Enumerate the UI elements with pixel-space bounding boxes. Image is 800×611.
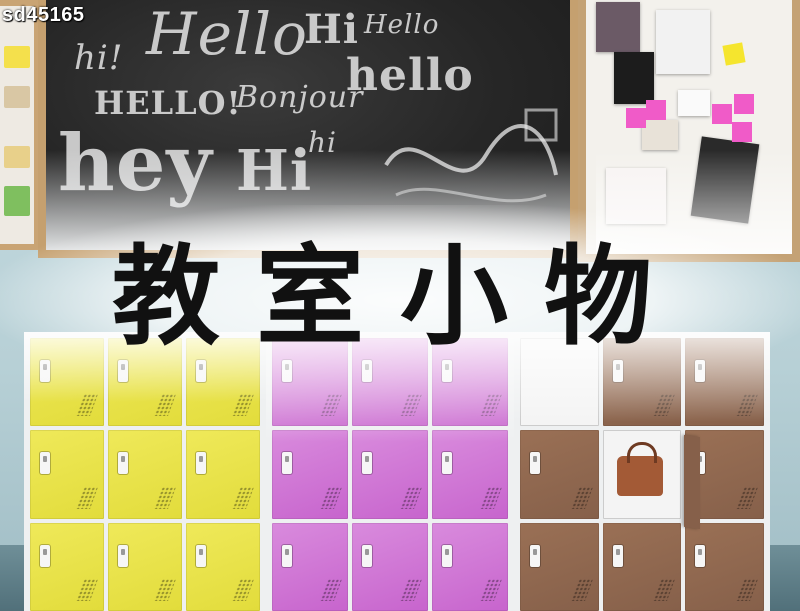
cabinet-fade — [24, 332, 266, 402]
sticky-note-pink — [626, 108, 646, 128]
kids-drawing — [678, 90, 710, 116]
locker-handle-icon — [695, 452, 706, 475]
handbag-icon — [616, 442, 663, 497]
chalk-word: hi! — [74, 38, 124, 78]
chalk-word: Hi — [304, 6, 359, 53]
locker-handle-icon — [40, 452, 50, 475]
cabinet-fade — [514, 332, 770, 422]
cabinet-fade — [266, 332, 514, 442]
chalk-word: Bonjour — [236, 80, 364, 115]
brown-locker-cabinet — [514, 332, 770, 611]
locker-handle-icon — [40, 544, 50, 567]
locker-handle-icon — [362, 544, 372, 567]
vent-holes-icon — [570, 579, 593, 601]
locker-door — [108, 430, 182, 519]
sticky-note-yellow — [722, 42, 746, 66]
sticky-note-pink — [732, 122, 752, 142]
locker-handle-icon — [196, 544, 206, 567]
locker-handle-icon — [442, 452, 452, 475]
locker-door — [432, 430, 508, 519]
vent-holes-icon — [153, 486, 177, 509]
locker-door — [30, 430, 104, 519]
yellow-locker-cabinet — [24, 332, 266, 611]
locker-door — [30, 522, 104, 611]
chalk-word: HELLO! — [94, 84, 242, 122]
vent-holes-icon — [75, 579, 99, 601]
locker-handle-icon — [442, 544, 452, 567]
locker-handle-icon — [118, 452, 128, 475]
vent-holes-icon — [231, 486, 255, 509]
vent-holes-icon — [75, 486, 99, 509]
chalk-word: Hello — [146, 0, 308, 68]
vent-holes-icon — [570, 486, 593, 509]
locker-door-open — [602, 430, 682, 519]
vent-holes-icon — [399, 486, 423, 509]
locker-handle-icon — [118, 544, 128, 567]
note-card — [4, 86, 30, 108]
chalk-word: Hello — [364, 10, 440, 40]
locker-door — [352, 430, 428, 519]
vent-holes-icon — [231, 579, 255, 601]
photo-cat-sketch — [656, 10, 710, 74]
think-poster — [614, 52, 654, 104]
locker-door — [108, 522, 182, 611]
photo-girl — [596, 2, 640, 52]
sticky-note — [4, 46, 30, 68]
sticky-note-pink — [734, 94, 754, 114]
locker-door — [186, 430, 260, 519]
locker-door — [272, 430, 348, 519]
locker-handle-icon — [282, 452, 292, 475]
small-photo — [642, 120, 678, 150]
vent-holes-icon — [653, 579, 676, 601]
locker-door — [520, 522, 599, 611]
locker-door — [520, 430, 599, 519]
locker-handle-icon — [695, 544, 706, 567]
page-title: 教室小物 — [111, 234, 688, 360]
watermark: sd45165 — [2, 4, 85, 26]
vent-holes-icon — [479, 486, 503, 509]
vent-holes-icon — [399, 579, 423, 601]
vent-holes-icon — [319, 486, 343, 509]
locker-handle-icon — [282, 544, 292, 567]
open-locker-door-panel — [684, 434, 700, 530]
locker-door — [685, 522, 764, 611]
vent-holes-icon — [735, 579, 758, 601]
vent-holes-icon — [735, 486, 758, 509]
sticky-note-pink — [712, 104, 732, 124]
locker-door — [352, 522, 428, 611]
locker-door — [602, 522, 682, 611]
locker-door — [432, 522, 508, 611]
locker-handle-icon — [362, 452, 372, 475]
sticky-note-pink — [646, 100, 666, 120]
vent-holes-icon — [319, 579, 343, 601]
vent-holes-icon — [153, 579, 177, 601]
locker-handle-icon — [612, 544, 623, 567]
vent-holes-icon — [479, 579, 503, 601]
purple-locker-cabinet — [266, 332, 514, 611]
locker-door — [272, 522, 348, 611]
locker-handle-icon — [530, 452, 540, 475]
chalk-word: hello — [346, 50, 474, 101]
locker-handle-icon — [196, 452, 206, 475]
note-card — [4, 146, 30, 168]
locker-handle-icon — [530, 544, 540, 567]
locker-door — [186, 522, 260, 611]
